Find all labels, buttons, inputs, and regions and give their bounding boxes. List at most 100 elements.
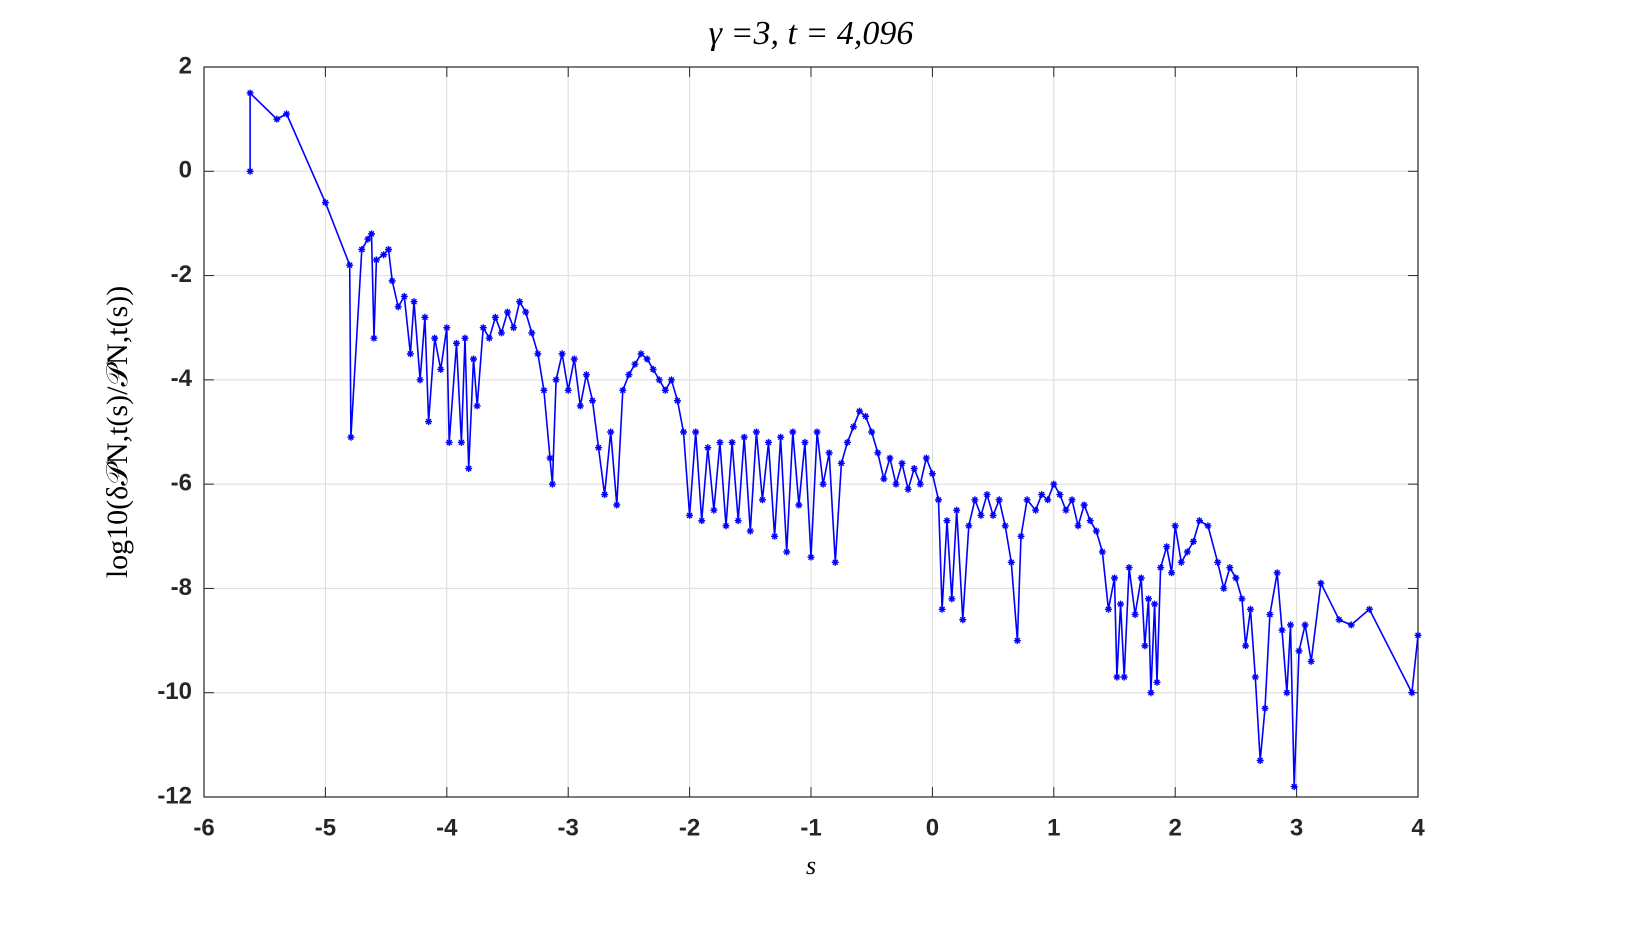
x-tick-label: 0 — [926, 814, 939, 841]
data-marker — [1365, 605, 1373, 613]
data-marker — [1171, 522, 1179, 530]
data-marker — [953, 506, 961, 514]
x-axis-label: s — [806, 851, 816, 880]
data-marker — [1153, 678, 1161, 686]
y-tick-label: -12 — [157, 782, 192, 809]
data-marker — [789, 428, 797, 436]
x-tick-label: -1 — [800, 814, 821, 841]
data-marker — [1256, 757, 1264, 764]
data-marker — [1111, 574, 1118, 582]
data-marker — [673, 397, 681, 405]
data-marker — [959, 616, 967, 624]
data-marker — [1120, 673, 1128, 681]
data-marker — [570, 355, 578, 363]
data-marker — [1220, 584, 1228, 592]
data-line — [249, 91, 1419, 787]
data-marker — [1317, 579, 1325, 587]
data-marker — [1056, 491, 1064, 499]
data-marker — [534, 350, 542, 358]
data-marker — [625, 371, 633, 379]
data-marker — [1137, 574, 1145, 582]
data-marker — [922, 454, 930, 462]
data-marker — [1068, 496, 1076, 504]
x-tick-label: 4 — [1411, 814, 1425, 841]
data-marker — [1062, 506, 1070, 514]
data-marker — [813, 428, 821, 436]
data-marker — [564, 386, 572, 394]
data-marker — [977, 511, 985, 519]
data-marker — [558, 350, 566, 358]
x-tick-label: -5 — [315, 814, 336, 841]
data-marker — [246, 89, 254, 97]
data-marker — [643, 355, 651, 363]
data-marker — [1183, 548, 1191, 556]
data-marker — [1086, 517, 1094, 525]
data-marker — [710, 506, 718, 514]
data-marker — [1007, 558, 1015, 566]
data-marker — [862, 412, 870, 420]
data-marker — [1050, 480, 1058, 488]
data-marker — [385, 246, 393, 253]
data-marker — [831, 558, 839, 566]
y-tick-label: -8 — [171, 574, 192, 601]
data-marker — [783, 548, 791, 556]
data-marker — [904, 485, 912, 493]
data-marker — [1214, 558, 1222, 566]
data-marker — [485, 334, 493, 342]
data-marker — [1168, 569, 1176, 577]
data-marker — [631, 360, 639, 368]
data-marker — [546, 454, 554, 462]
data-marker — [510, 324, 518, 332]
data-marker — [368, 230, 376, 238]
data-marker — [938, 605, 946, 613]
data-marker — [928, 470, 936, 478]
data-marker — [1261, 704, 1269, 712]
data-marker — [801, 438, 809, 446]
data-marker — [380, 251, 388, 259]
data-marker — [400, 292, 408, 300]
data-marker — [1189, 538, 1197, 545]
data-marker — [346, 261, 354, 269]
data-marker — [370, 334, 378, 342]
data-marker — [607, 428, 615, 436]
data-marker — [752, 428, 760, 436]
data-marker — [777, 433, 785, 441]
data-marker — [1038, 491, 1046, 499]
data-marker — [364, 235, 372, 243]
data-marker — [1238, 595, 1246, 603]
data-marker — [1290, 783, 1298, 791]
data-marker — [1117, 600, 1125, 608]
data-marker — [461, 334, 469, 342]
data-marker — [1307, 657, 1315, 665]
data-marker — [1080, 501, 1088, 509]
data-marker — [283, 110, 291, 118]
data-marker — [746, 527, 754, 535]
data-marker — [437, 365, 445, 373]
data-marker — [1104, 605, 1112, 613]
y-tick-label: -2 — [171, 261, 192, 288]
data-marker — [807, 553, 815, 561]
data-marker — [619, 386, 627, 394]
data-marker — [856, 407, 864, 415]
data-marker — [649, 365, 657, 373]
data-marker — [1195, 517, 1203, 525]
data-marker — [1013, 637, 1021, 645]
data-marker — [347, 433, 355, 441]
data-marker — [1204, 522, 1212, 530]
x-tick-label: -6 — [193, 814, 214, 841]
data-marker — [457, 438, 465, 446]
data-marker — [667, 376, 675, 384]
data-marker — [934, 496, 942, 504]
data-marker — [588, 397, 596, 405]
data-marker — [421, 313, 429, 321]
y-axis-label: log10(δ𝒫N,t(s)/𝒫N,t(s)) — [101, 286, 134, 578]
data-marker — [661, 386, 669, 394]
data-marker — [948, 595, 956, 603]
data-marker — [898, 459, 906, 467]
data-marker — [548, 480, 556, 488]
data-marker — [431, 334, 439, 342]
data-marker — [516, 298, 524, 306]
data-marker — [473, 402, 481, 410]
y-tick-label: -6 — [171, 469, 192, 496]
